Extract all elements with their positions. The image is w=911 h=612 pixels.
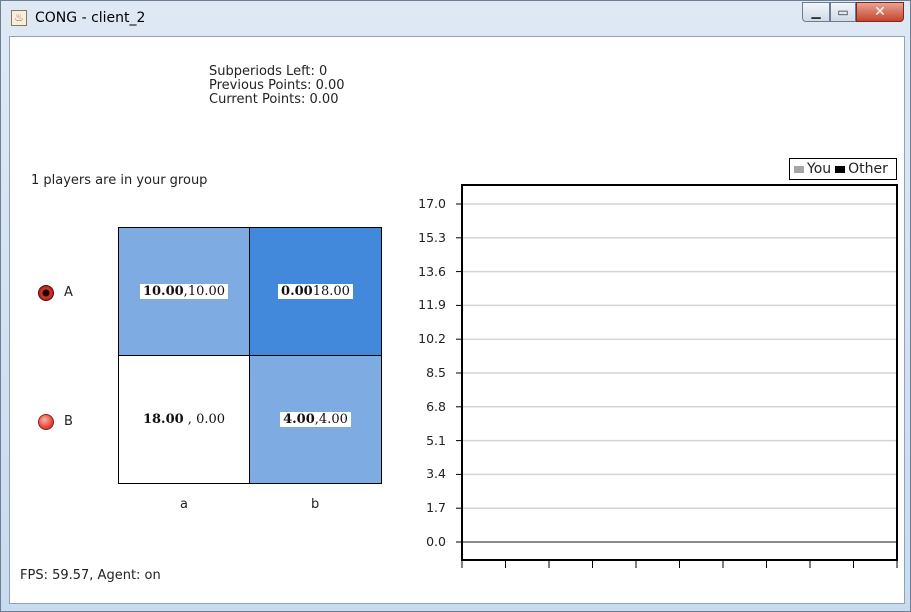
column-label-a: a xyxy=(180,497,188,512)
close-icon: ✕ xyxy=(874,4,886,20)
column-label-b: b xyxy=(311,497,320,512)
close-button[interactable]: ✕ xyxy=(856,2,904,22)
fps-agent-status: FPS: 59.57, Agent: on xyxy=(20,568,161,583)
strategy-radio-a[interactable] xyxy=(38,285,54,301)
client-panel: Subperiods Left: 0 Previous Points: 0.00… xyxy=(9,36,905,604)
legend-label-other: Other xyxy=(848,161,888,177)
y-tick-label: 3.4 xyxy=(426,466,446,482)
y-tick-label: 11.9 xyxy=(418,297,446,313)
group-size-text: 1 players are in your group xyxy=(31,173,208,188)
y-tick-label: 5.1 xyxy=(426,432,446,448)
points-history-chart xyxy=(456,184,898,568)
previous-points: Previous Points: 0.00 xyxy=(209,78,345,93)
payoff-cell-Ab[interactable]: 0.0018.00 xyxy=(249,227,382,356)
legend-swatch-you xyxy=(794,165,804,173)
y-tick-label: 6.8 xyxy=(426,398,446,414)
payoff-text-Bb: 4.00,4.00 xyxy=(280,412,351,427)
window-controls: ▁ ▭ ✕ xyxy=(802,2,904,24)
y-tick-label: 0.0 xyxy=(426,534,446,549)
y-tick-label: 15.3 xyxy=(418,229,446,245)
y-tick-label: 1.7 xyxy=(426,500,446,516)
payoff-cell-Aa[interactable]: 10.00,10.00 xyxy=(118,227,250,356)
maximize-button[interactable]: ▭ xyxy=(830,2,856,22)
strategy-radio-b[interactable] xyxy=(38,414,54,430)
java-cup-icon: ♨ xyxy=(11,10,27,26)
chart-legend: You Other xyxy=(789,158,897,180)
window-title: CONG - client_2 xyxy=(35,10,146,26)
y-tick-label: 17.0 xyxy=(418,196,446,211)
payoff-text-Ab: 0.0018.00 xyxy=(278,284,353,299)
strategy-label-a: A xyxy=(64,285,73,300)
y-tick-label: 10.2 xyxy=(418,331,446,347)
payoff-cell-Ba[interactable]: 18.00 , 0.00 xyxy=(118,355,250,484)
legend-label-you: You xyxy=(807,161,832,177)
strategy-label-b: B xyxy=(64,414,73,429)
current-points: Current Points: 0.00 xyxy=(209,92,339,107)
payoff-text-Aa: 10.00,10.00 xyxy=(139,284,229,299)
legend-swatch-other xyxy=(835,165,846,173)
y-tick-label: 13.6 xyxy=(418,263,446,279)
minimize-button[interactable]: ▁ xyxy=(802,2,830,22)
title-bar[interactable]: ♨ CONG - client_2 ▁ ▭ ✕ xyxy=(1,1,910,35)
payoff-cell-Bb[interactable]: 4.00,4.00 xyxy=(249,355,382,484)
subperiods-left: Subperiods Left: 0 xyxy=(209,64,328,79)
minimize-icon: ▁ xyxy=(811,5,821,19)
payoff-text-Ba: 18.00 , 0.00 xyxy=(142,412,226,427)
y-tick-label: 8.5 xyxy=(426,365,446,380)
maximize-icon: ▭ xyxy=(837,5,849,19)
